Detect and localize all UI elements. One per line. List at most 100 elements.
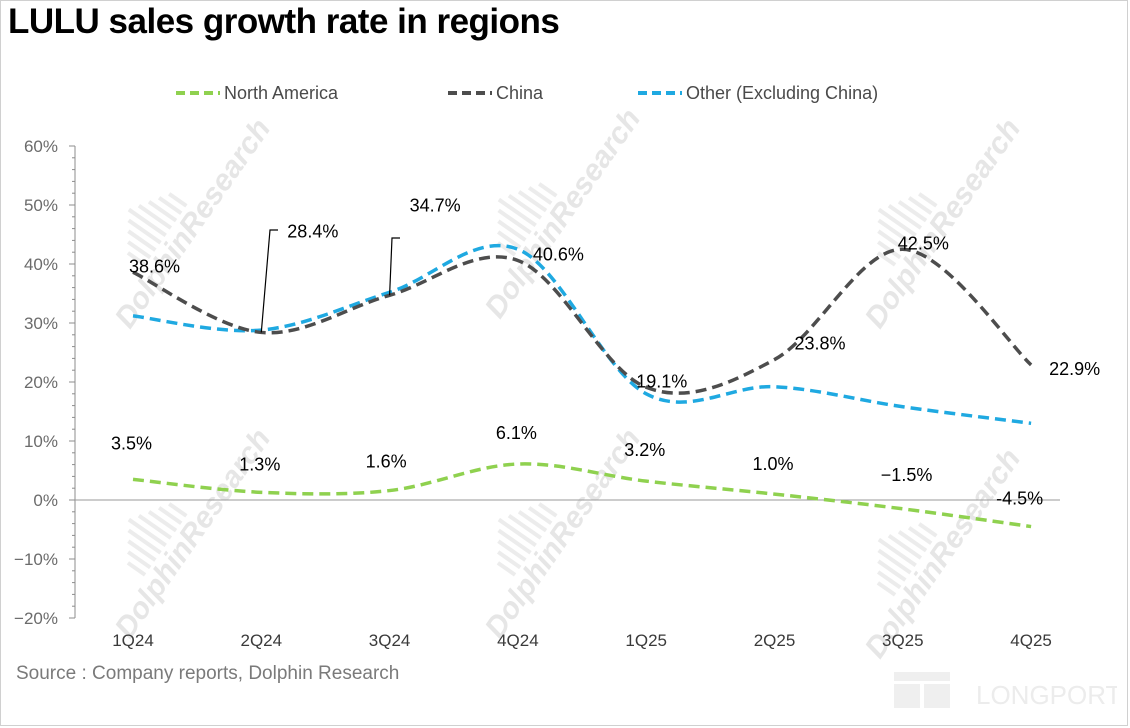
watermark-bar [527, 186, 553, 205]
data-label-leader-line [260, 229, 278, 333]
watermark-bar [497, 197, 537, 228]
watermark-bar [126, 550, 152, 570]
data-label-china: 28.4% [287, 221, 338, 241]
watermark-bar [877, 537, 917, 568]
watermark-0: DolphinResearch [109, 113, 278, 334]
watermark-bar [877, 559, 907, 582]
watermark-bar [126, 251, 147, 267]
watermark-5: DolphinResearch [859, 443, 1028, 664]
watermark-bar [496, 550, 522, 570]
watermark-4: DolphinResearch [479, 423, 648, 644]
watermark-bar [517, 510, 548, 533]
x-tick-label: 3Q25 [882, 631, 924, 650]
watermark-bar [897, 200, 928, 223]
data-label-north-america: 6.1% [496, 423, 537, 443]
legend-label-other-excluding-china-: Other (Excluding China) [686, 83, 878, 103]
watermark-bar [127, 218, 162, 245]
data-label-china: 34.7% [410, 195, 461, 215]
data-label-leader-line [389, 237, 400, 296]
watermark-bar [496, 561, 517, 577]
brand-watermark-text: LONGPORT [976, 680, 1117, 710]
watermark-bar [877, 207, 917, 238]
watermark-bar [918, 192, 938, 208]
watermark-bar [496, 230, 522, 250]
watermark-bar [907, 526, 933, 545]
x-tick-label: 4Q24 [497, 631, 539, 650]
data-label-china: 23.8% [795, 334, 846, 354]
x-tick-label: 1Q25 [625, 631, 667, 650]
data-label-north-america: 3.2% [624, 440, 665, 460]
watermark-bar [538, 502, 558, 518]
legend-label-china: China [496, 83, 544, 103]
data-label-north-america: 3.5% [111, 433, 152, 453]
watermark-bar [147, 510, 178, 533]
watermark-bar [517, 190, 548, 213]
x-tick-label: 1Q24 [112, 631, 154, 650]
data-label-north-america: 1.3% [239, 454, 280, 474]
watermark-bar [538, 182, 558, 198]
watermark-bar [497, 208, 532, 235]
watermark-bar [497, 219, 527, 242]
series-line-other-excluding-china- [132, 243, 1032, 426]
watermark-bar [157, 196, 183, 215]
y-tick-label: −20% [14, 609, 58, 628]
x-tick-label: 2Q24 [241, 631, 283, 650]
watermark-bar [507, 514, 543, 540]
watermark-bar [877, 229, 907, 252]
watermark-bar [918, 522, 938, 538]
watermark-bar [497, 528, 532, 555]
data-label-china: 22.9% [1049, 359, 1100, 379]
watermark-bar [876, 251, 897, 267]
watermark-bar [496, 241, 517, 257]
legend-label-north-america: North America [224, 83, 339, 103]
data-label-china: 42.5% [898, 233, 949, 253]
data-label-north-america: 1.0% [753, 454, 794, 474]
series-line-north-america [132, 462, 1032, 529]
y-tick-label: 20% [24, 373, 58, 392]
watermark-bar [137, 204, 173, 230]
watermark-bar [168, 502, 188, 518]
data-label-north-america: 1.6% [366, 452, 407, 472]
chart-title: LULU sales growth rate in regions [8, 2, 560, 41]
watermark-1: DolphinResearch [479, 103, 648, 324]
watermark-bar [127, 207, 167, 238]
data-label-north-america: -4.5% [996, 489, 1043, 509]
watermark-bar [897, 530, 928, 553]
y-tick-label: −10% [14, 550, 58, 569]
watermark-bar [127, 517, 167, 548]
y-tick-label: 40% [24, 255, 58, 274]
watermark-bar [126, 561, 147, 577]
x-tick-label: 2Q25 [754, 631, 796, 650]
y-tick-label: 60% [24, 137, 58, 156]
watermark-bar [168, 192, 188, 208]
watermark-bar [147, 200, 178, 223]
x-tick-label: 4Q25 [1010, 631, 1052, 650]
y-tick-label: 50% [24, 196, 58, 215]
watermark-bar [127, 528, 162, 555]
data-label-north-america: −1.5% [881, 465, 933, 485]
series-line-china [132, 247, 1033, 395]
watermark-3: DolphinResearch [109, 423, 278, 644]
watermark-bar [907, 196, 933, 215]
watermark-bar [527, 506, 553, 525]
watermark-bar [876, 570, 902, 590]
data-label-china: 40.6% [533, 244, 584, 264]
watermark-bar [507, 194, 543, 220]
watermark-bar [127, 229, 157, 252]
watermark-bar [887, 534, 923, 560]
watermark-bar [126, 240, 152, 260]
data-label-china: 38.6% [129, 256, 180, 276]
watermark-bar [127, 539, 157, 562]
watermark-bar [497, 517, 537, 548]
watermark-bar [876, 240, 902, 260]
watermark-bar [497, 539, 527, 562]
watermark-bar [887, 204, 923, 230]
watermark-2: DolphinResearch [859, 113, 1028, 334]
watermark-bar [876, 581, 897, 597]
source-note: Source : Company reports, Dolphin Resear… [16, 663, 400, 684]
y-tick-label: 0% [33, 491, 58, 510]
watermark-bar [877, 548, 912, 575]
watermark-bar [157, 506, 183, 525]
